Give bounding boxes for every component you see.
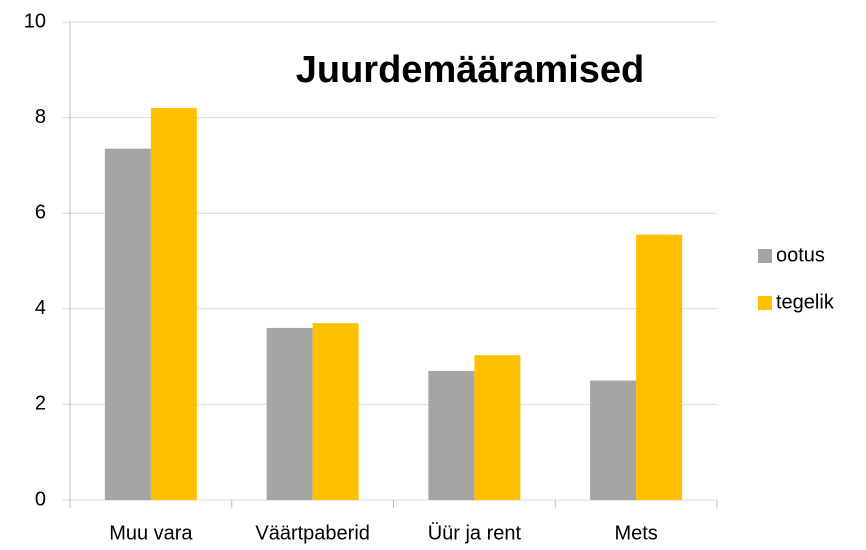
y-tick-label: 2	[35, 393, 46, 415]
chart-title: Juurdemääramised	[296, 49, 645, 91]
legend-label: ootus	[776, 244, 825, 266]
bar	[104, 148, 151, 501]
y-tick-label: 4	[35, 297, 46, 319]
bar	[590, 380, 637, 500]
bar	[636, 234, 683, 500]
x-tick-label: Üür ja rent	[428, 522, 522, 544]
y-tick-label: 6	[35, 201, 46, 223]
x-tick-label: Väärtpaberid	[255, 522, 370, 544]
bar	[428, 370, 475, 500]
bar	[150, 108, 197, 500]
bar	[474, 355, 521, 500]
legend-label: tegelik	[776, 291, 835, 313]
legend-swatch	[758, 249, 772, 263]
y-tick-label: 10	[24, 10, 46, 32]
y-tick-label: 0	[35, 488, 46, 510]
x-tick-label: Muu vara	[109, 522, 193, 544]
legend-swatch	[758, 296, 772, 310]
bar	[266, 327, 313, 500]
x-tick-label: Mets	[614, 522, 657, 544]
y-tick-label: 8	[35, 106, 46, 128]
bar	[312, 323, 359, 500]
